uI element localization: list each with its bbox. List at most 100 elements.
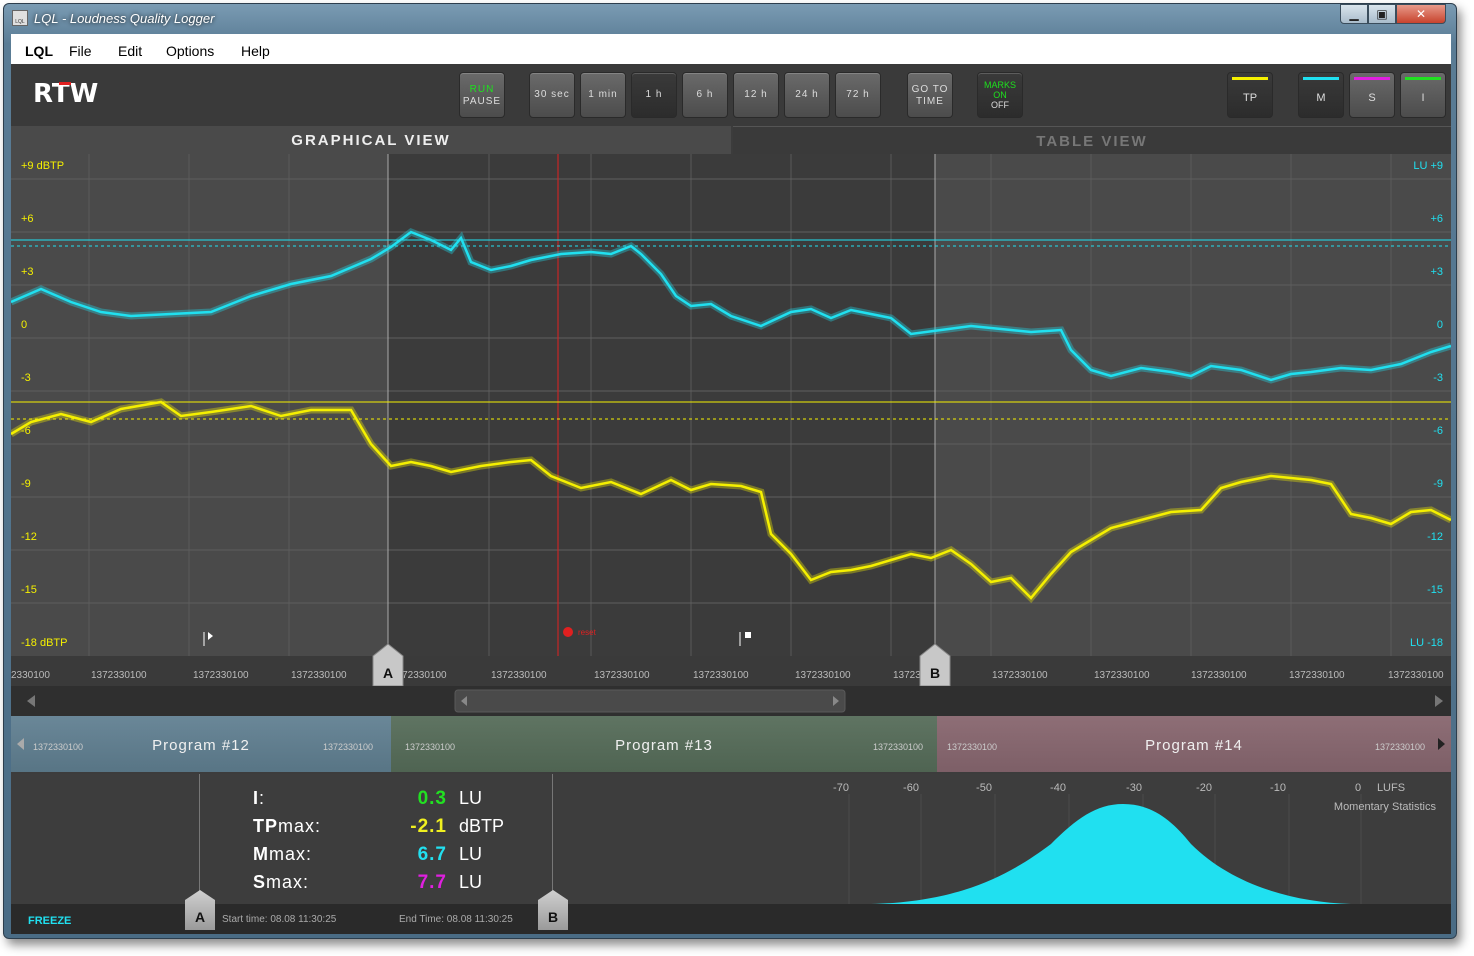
marks-on-label: ON xyxy=(993,90,1007,100)
go-to-time-button[interactable]: GO TO TIME xyxy=(907,72,953,118)
program-segment-13[interactable]: 1372330100 Program #13 1372330100 xyxy=(391,716,937,772)
scrollbar-canvas xyxy=(27,689,1443,713)
range-6h-button[interactable]: 6 h xyxy=(682,72,728,118)
program-prev-icon[interactable] xyxy=(17,738,24,750)
momentary-histogram: -70 -60 -50 -40 -30 -20 -10 0 LUFS Momen… xyxy=(833,782,1437,904)
stats-marker-a-handle[interactable]: A xyxy=(185,890,215,930)
loudness-graph[interactable]: +9 dBTP +6 +3 0 -3 -6 -9 -12 -15 -18 dBT… xyxy=(11,154,1451,686)
left-tick: 0 xyxy=(21,319,27,331)
program-name: Program #13 xyxy=(615,737,713,754)
left-tick: -12 xyxy=(21,531,37,543)
program-end-time: 1372330100 xyxy=(322,742,373,752)
run-label: RUN xyxy=(469,84,495,95)
maximize-button[interactable]: ▣ xyxy=(1368,4,1396,24)
m-label: M xyxy=(1316,92,1326,104)
program-name: Program #14 xyxy=(1145,737,1243,754)
tab-graphical-view[interactable]: GRAPHICAL VIEW xyxy=(11,126,731,154)
time-label: 1372330100 xyxy=(491,670,547,681)
time-label: 1372330100 xyxy=(594,670,650,681)
scroll-thumb[interactable] xyxy=(454,689,846,713)
time-label: 1372330100 xyxy=(693,670,749,681)
menu-options[interactable]: Options xyxy=(166,43,215,59)
logo-accent xyxy=(59,82,71,85)
goto-label-2: TIME xyxy=(916,96,944,107)
stop-flag-icon xyxy=(739,632,751,646)
range-72h-button[interactable]: 72 h xyxy=(835,72,881,118)
time-label: 1372330100 xyxy=(391,670,447,681)
scroll-left-icon[interactable] xyxy=(27,695,35,707)
left-tick: -18 dBTP xyxy=(21,637,67,649)
range-30sec-button[interactable]: 30 sec xyxy=(529,72,575,118)
time-label: 2330100 xyxy=(11,670,50,681)
hist-tick: -30 xyxy=(1126,782,1142,794)
marker-a-handle[interactable]: A xyxy=(372,643,404,686)
program-end-time: 1372330100 xyxy=(1374,742,1425,752)
close-button[interactable]: ✕ xyxy=(1396,4,1446,24)
time-label: 1372330100 xyxy=(91,670,147,681)
stat-label-smax: Smax: xyxy=(253,872,309,893)
app-window: LQL LQL - Loudness Quality Logger ▁ ▣ ✕ … xyxy=(3,3,1457,939)
marks-toggle-button[interactable]: MARKS ON OFF xyxy=(977,72,1023,118)
rtw-logo: RTW xyxy=(33,79,98,106)
minimize-button[interactable]: ▁ xyxy=(1340,4,1368,24)
hist-tick: -10 xyxy=(1270,782,1286,794)
menu-lql[interactable]: LQL xyxy=(25,43,53,59)
time-labels: 2330100 1372330100 1372330100 1372330100… xyxy=(11,670,1444,681)
i-meter-button[interactable]: I xyxy=(1400,72,1446,118)
program-next-icon[interactable] xyxy=(1438,738,1445,750)
right-tick: LU +9 xyxy=(1413,160,1443,172)
m-meter-button[interactable]: M xyxy=(1298,72,1344,118)
graph-canvas: +9 dBTP +6 +3 0 -3 -6 -9 -12 -15 -18 dBT… xyxy=(11,154,1451,686)
left-tick: -3 xyxy=(21,372,31,384)
tab-table-view[interactable]: TABLE VIEW xyxy=(733,126,1451,154)
stats-marker-b-handle[interactable]: B xyxy=(538,890,568,930)
marker-a-label: A xyxy=(383,665,393,681)
program-segment-14[interactable]: 1372330100 Program #14 1372330100 xyxy=(937,716,1451,772)
reset-label: reset xyxy=(578,628,597,637)
time-label: 1372330100 xyxy=(1191,670,1247,681)
range-12h-button[interactable]: 12 h xyxy=(733,72,779,118)
m-color-bar xyxy=(1303,77,1339,80)
marker-b-handle[interactable]: B xyxy=(919,643,951,686)
histogram-title: Momentary Statistics xyxy=(1334,801,1437,813)
s-meter-button[interactable]: S xyxy=(1349,72,1395,118)
pause-label: PAUSE xyxy=(462,96,502,107)
program-end-time: 1372330100 xyxy=(872,742,923,752)
run-pause-button[interactable]: RUN PAUSE xyxy=(459,72,505,118)
hist-tick: -50 xyxy=(976,782,992,794)
menu-help[interactable]: Help xyxy=(241,43,270,59)
stat-value-i: 0.3 xyxy=(417,788,447,809)
start-flag-icon xyxy=(203,632,213,646)
stat-suffix: max: xyxy=(269,844,313,864)
s-color-bar xyxy=(1354,77,1390,80)
menu-bar: LQL File Edit Options Help xyxy=(11,34,1451,64)
right-tick: -15 xyxy=(1427,584,1443,596)
menu-file[interactable]: File xyxy=(69,43,92,59)
program-segment-12[interactable]: 1372330100 Program #12 1372330100 xyxy=(11,716,391,772)
right-tick: +6 xyxy=(1430,213,1443,225)
menu-edit[interactable]: Edit xyxy=(118,43,143,59)
right-tick: -6 xyxy=(1433,425,1443,437)
title-bar: LQL LQL - Loudness Quality Logger ▁ ▣ ✕ xyxy=(4,4,1456,32)
horizontal-grid xyxy=(11,178,1451,604)
stat-value-mmax: 6.7 xyxy=(417,844,447,865)
tp-meter-button[interactable]: TP xyxy=(1227,72,1273,118)
s-label: S xyxy=(1368,92,1376,104)
tp-color-bar xyxy=(1232,77,1268,80)
hist-tick: 0 xyxy=(1355,782,1361,794)
goto-label-1: GO TO xyxy=(911,84,949,95)
app-area: RTW RUN PAUSE 30 sec 1 min 1 h 6 h 12 h … xyxy=(11,64,1451,934)
time-label: 1372330100 xyxy=(193,670,249,681)
scroll-right-icon[interactable] xyxy=(1435,695,1443,707)
selection-region xyxy=(388,154,935,656)
freeze-button[interactable]: FREEZE xyxy=(28,915,72,927)
range-1h-button[interactable]: 1 h xyxy=(631,72,677,118)
reset-dot-icon xyxy=(563,627,573,637)
histogram-axis: -70 -60 -50 -40 -30 -20 -10 0 LUFS xyxy=(833,782,1405,794)
stat-key: I xyxy=(253,788,260,808)
time-axis xyxy=(11,656,1451,686)
timeline-scrollbar[interactable] xyxy=(11,686,1451,716)
stat-unit: LU xyxy=(459,872,483,892)
range-24h-button[interactable]: 24 h xyxy=(784,72,830,118)
range-1min-button[interactable]: 1 min xyxy=(580,72,626,118)
